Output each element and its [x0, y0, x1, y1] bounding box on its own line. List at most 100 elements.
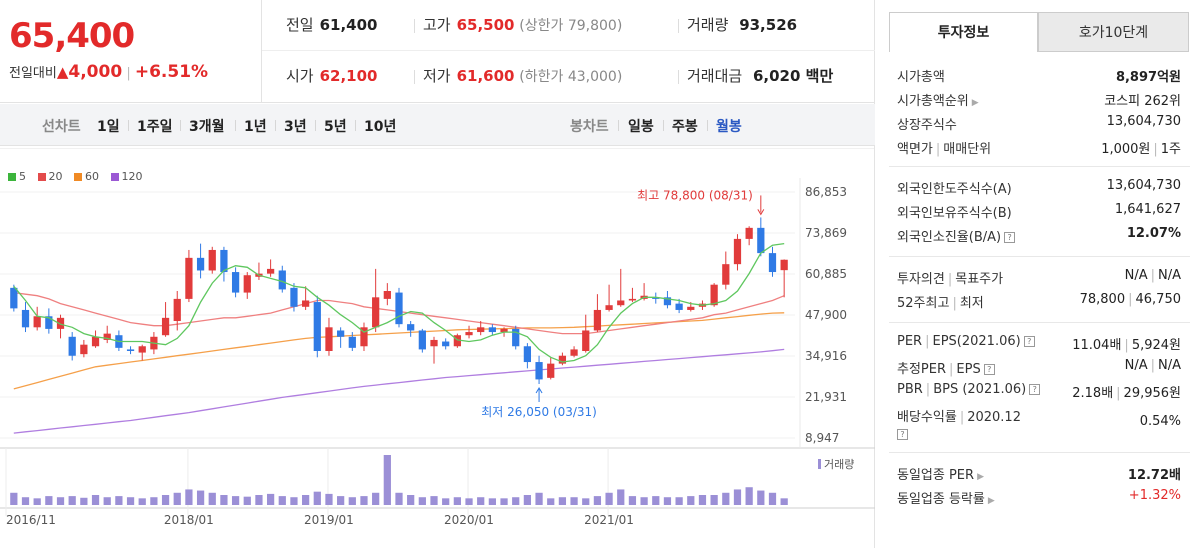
- candle-body: [337, 330, 345, 337]
- volume-bar: [780, 498, 788, 505]
- candle-body: [687, 306, 695, 310]
- volume-label: 거래량: [824, 458, 854, 471]
- info-row: 52주최고 | 최저 78,800 | 46,750: [897, 292, 1181, 311]
- volume-bar: [33, 498, 41, 505]
- tab-daily[interactable]: 일봉: [628, 119, 654, 135]
- candle-body: [325, 327, 333, 351]
- quote-volume: 거래량 93,526: [678, 14, 797, 35]
- volume-bar: [185, 489, 193, 505]
- candle-body: [745, 227, 753, 239]
- info-row[interactable]: 동일업종 PER ▶ 12.72배: [897, 468, 1181, 483]
- volume-bar: [91, 495, 100, 505]
- candle-body: [80, 344, 88, 355]
- legend-ma5: 5: [8, 170, 26, 183]
- candle-body: [313, 302, 321, 351]
- candle-body: [582, 330, 590, 351]
- volume-bar: [208, 492, 216, 505]
- candle-chart-label: 봉차트: [570, 119, 609, 135]
- help-icon[interactable]: ?: [983, 364, 995, 375]
- tab-monthly[interactable]: 월봉: [716, 119, 742, 135]
- line-chart-label: 선차트: [42, 119, 81, 135]
- tab-1d[interactable]: 1일: [97, 119, 120, 135]
- tab-5y[interactable]: 5년: [324, 119, 347, 135]
- tab-1w[interactable]: 1주일: [137, 119, 173, 135]
- volume-bar: [10, 492, 18, 505]
- ma60-line: [13, 312, 785, 390]
- candle-body: [512, 328, 520, 347]
- volume-bar: [722, 492, 730, 505]
- tab-3m[interactable]: 3개월: [189, 119, 225, 135]
- info-row[interactable]: 시가총액순위 ▶ 코스피 262위: [897, 94, 1181, 109]
- volume-bar: [348, 497, 356, 505]
- low-annotation: 최저 26,050 (03/31): [481, 405, 597, 419]
- volume-bar: [337, 496, 345, 505]
- volume-bar: [605, 492, 613, 505]
- candle-body: [570, 349, 578, 356]
- tab-10y[interactable]: 10년: [364, 119, 397, 135]
- chart-panel: 65,400 전일대비▲4,000 | +6.51% 전일 61,400 고가 65…: [0, 0, 875, 548]
- info-row[interactable]: 동일업종 등락률 ▶ +1.32%: [897, 488, 1181, 507]
- quote-prev: 전일 61,400: [286, 16, 378, 34]
- volume-bar: [243, 496, 251, 505]
- info-row: 외국인소진율(B/A)? 12.07%: [897, 226, 1181, 245]
- candle-body: [710, 284, 718, 306]
- candle-body: [628, 298, 637, 301]
- volume-bar: [313, 491, 321, 505]
- candle-body: [161, 317, 170, 336]
- legend-ma120: 120: [110, 170, 143, 183]
- volume-bar: [710, 495, 718, 505]
- high-arrowhead: [757, 209, 765, 216]
- volume-bar: [663, 497, 672, 505]
- ma120-line: [13, 348, 785, 434]
- volume-bar: [675, 497, 683, 505]
- candle-body: [722, 264, 730, 285]
- current-price: 65,400: [9, 16, 135, 56]
- y-tick-label: 60,885: [805, 267, 847, 281]
- candle-body: [442, 341, 450, 347]
- quote-row: 전일 61,400 고가 65,500 (상한가 79,800) 거래량 93,52…: [262, 0, 875, 51]
- help-icon[interactable]: ?: [1023, 336, 1035, 347]
- candle-body: [21, 309, 30, 328]
- candle-body: [605, 305, 613, 310]
- change-value: 4,000: [68, 62, 123, 82]
- help-icon[interactable]: ?: [1004, 232, 1016, 243]
- quote-table: 전일 61,400 고가 65,500 (상한가 79,800) 거래량 93,52…: [262, 0, 875, 103]
- help-icon[interactable]: ?: [897, 429, 908, 440]
- candle-body: [407, 324, 415, 331]
- right-tabs: 투자정보 호가10단계: [889, 12, 1190, 52]
- candle-body: [138, 346, 146, 353]
- candlestick-chart[interactable]: 86,853 73,869 60,885 47,900 34,916 21,931 8,94…: [0, 148, 875, 548]
- volume-bar: [126, 497, 135, 505]
- tab-invest-info[interactable]: 투자정보: [889, 12, 1038, 52]
- price-change: 전일대비▲4,000 | +6.51%: [9, 62, 208, 82]
- volume-bar: [418, 497, 426, 505]
- candle-body: [617, 300, 625, 306]
- tab-1y[interactable]: 1년: [244, 119, 267, 135]
- up-triangle-icon: ▲: [56, 63, 69, 81]
- candle-body: [302, 300, 310, 307]
- help-icon[interactable]: ?: [1029, 384, 1041, 395]
- tab-3y[interactable]: 3년: [284, 119, 307, 135]
- volume-bar: [512, 497, 520, 505]
- candle-body: [477, 327, 485, 333]
- period-tabs: 선차트 1일 1주일 3개월 1년 3년 5년 10년 봉차트 일봉 주봉 월봉: [0, 104, 875, 146]
- tab-orderbook[interactable]: 호가10단계: [1038, 12, 1189, 52]
- candle-body: [208, 249, 216, 271]
- candle-body: [652, 297, 660, 299]
- candle-body: [185, 257, 193, 299]
- change-label: 전일대비: [9, 66, 57, 81]
- volume-bar: [652, 496, 660, 505]
- candle-body: [383, 291, 391, 299]
- candle-body: [290, 287, 298, 307]
- candle-body: [488, 327, 496, 333]
- volume-bar: [372, 492, 380, 505]
- price-box: 65,400 전일대비▲4,000 | +6.51%: [0, 0, 262, 103]
- quote-open: 시가 62,100: [286, 67, 378, 85]
- volume-bar: [593, 496, 602, 505]
- ma-legend: 5 20 60 120: [8, 170, 151, 183]
- high-annotation: 최고 78,800 (08/31): [637, 188, 753, 202]
- volume-bar: [570, 497, 578, 505]
- tab-weekly[interactable]: 주봉: [672, 119, 698, 135]
- info-row: 외국인한도주식수(A) 13,604,730: [897, 178, 1181, 197]
- volume-bar: [395, 492, 403, 505]
